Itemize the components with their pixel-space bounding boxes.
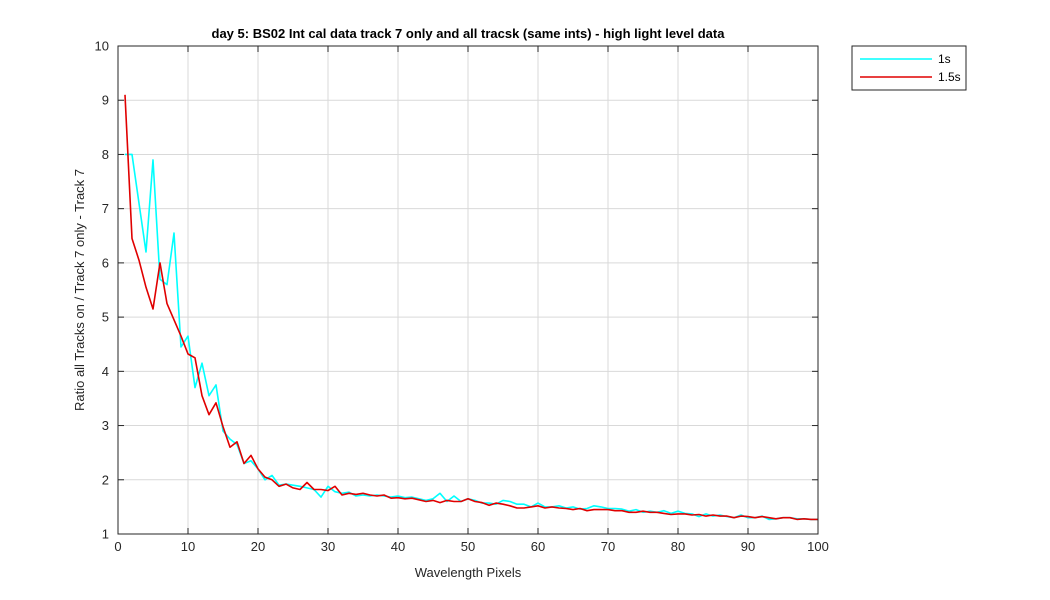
x-tick-label: 60 <box>531 539 545 554</box>
x-tick-label: 90 <box>741 539 755 554</box>
legend-box <box>851 45 967 91</box>
y-tick-label: 10 <box>95 39 109 54</box>
y-tick-label: 9 <box>102 93 109 108</box>
y-tick-label: 3 <box>102 418 109 433</box>
grid <box>118 46 818 534</box>
y-axis-label: Ratio all Tracks on / Track 7 only - Tra… <box>72 169 87 411</box>
x-tick-label: 30 <box>321 539 335 554</box>
axis-ticks: 0 10 20 30 40 50 60 70 80 90 100 1 2 3 4 5 6 7 8 9 10 <box>95 39 829 555</box>
series-line-2 <box>124 94 818 521</box>
x-tick-label: 50 <box>461 539 475 554</box>
legend: 1s 1.5s <box>851 45 967 91</box>
legend-entry-1: 1s <box>938 52 951 66</box>
y-tick-label: 4 <box>102 364 109 379</box>
y-tick-label: 1 <box>102 527 109 542</box>
x-tick-label: 100 <box>807 539 829 554</box>
series-lines <box>124 94 818 521</box>
x-tick-label: 10 <box>181 539 195 554</box>
x-tick-label: 40 <box>391 539 405 554</box>
y-tick-label: 5 <box>102 310 109 325</box>
y-tick-label: 7 <box>102 201 109 216</box>
legend-entry-2: 1.5s <box>938 70 961 84</box>
x-axis-label: Wavelength Pixels <box>415 565 522 580</box>
y-tick-label: 2 <box>102 472 109 487</box>
y-tick-label: 8 <box>102 147 109 162</box>
x-tick-label: 0 <box>114 539 121 554</box>
chart-title: day 5: BS02 Int cal data track 7 only an… <box>212 26 726 41</box>
x-tick-label: 70 <box>601 539 615 554</box>
x-tick-label: 80 <box>671 539 685 554</box>
y-tick-label: 6 <box>102 255 109 270</box>
x-tick-label: 20 <box>251 539 265 554</box>
